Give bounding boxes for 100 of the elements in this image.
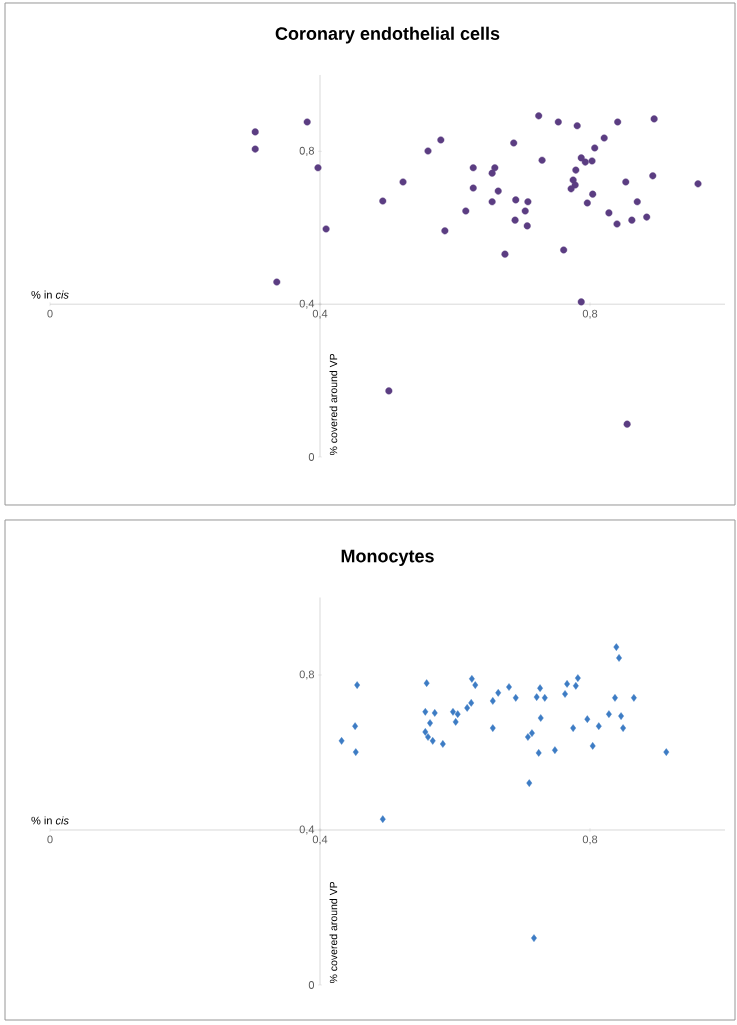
point xyxy=(541,694,548,702)
point xyxy=(472,681,479,689)
point xyxy=(454,710,461,718)
point xyxy=(694,180,702,188)
point xyxy=(649,172,657,180)
point xyxy=(422,728,429,736)
point xyxy=(511,216,519,224)
point xyxy=(251,145,259,153)
point xyxy=(452,718,459,726)
chart-title: Coronary endothelial cells xyxy=(275,26,500,44)
point xyxy=(468,675,475,683)
point xyxy=(425,733,431,741)
chart-title: Monocytes xyxy=(341,549,434,566)
point xyxy=(531,934,537,942)
point xyxy=(251,128,259,136)
point xyxy=(526,779,533,787)
y-tick-label: 0,4 xyxy=(299,299,315,309)
point xyxy=(633,198,641,206)
point xyxy=(628,216,636,224)
y-tick-label: 0,8 xyxy=(299,146,315,156)
point xyxy=(379,815,386,823)
y-tick-label: 0,4 xyxy=(299,825,315,835)
point xyxy=(439,740,446,748)
point xyxy=(537,714,544,722)
point xyxy=(533,693,540,701)
point xyxy=(488,198,496,206)
point xyxy=(595,722,602,730)
point xyxy=(352,722,358,730)
y-tick-label: 0,8 xyxy=(299,670,315,680)
point xyxy=(529,729,535,737)
x-axis-title: % in cis xyxy=(31,290,69,299)
point xyxy=(437,136,445,144)
y-tick-label: 0 xyxy=(308,453,315,461)
point xyxy=(554,118,562,126)
point xyxy=(572,166,580,174)
point xyxy=(431,709,438,717)
point xyxy=(623,420,631,428)
x-tick-label: 0 xyxy=(47,309,53,318)
point xyxy=(427,719,433,727)
point xyxy=(352,748,359,756)
point xyxy=(424,147,432,155)
point xyxy=(600,134,608,142)
point xyxy=(614,118,622,126)
point xyxy=(613,220,621,228)
point xyxy=(560,246,568,254)
y-axis-title: % covered around VP xyxy=(329,353,338,456)
point xyxy=(643,213,651,221)
point xyxy=(535,112,543,120)
point xyxy=(491,164,499,172)
point xyxy=(469,164,477,172)
point xyxy=(506,683,512,691)
y-axis-title: % covered around VP xyxy=(329,881,338,984)
point xyxy=(469,184,477,192)
point xyxy=(322,225,330,233)
point xyxy=(564,680,570,688)
point xyxy=(570,724,577,732)
point xyxy=(501,250,509,258)
point xyxy=(399,178,407,186)
point xyxy=(574,674,581,682)
point xyxy=(618,712,624,720)
point xyxy=(423,679,430,687)
point xyxy=(495,689,502,697)
point xyxy=(385,387,393,395)
x-tick-label: 0,8 xyxy=(582,835,598,845)
point xyxy=(538,156,546,164)
point xyxy=(612,694,618,702)
point xyxy=(588,157,596,165)
point xyxy=(552,746,558,754)
point xyxy=(537,684,543,692)
point xyxy=(338,737,345,745)
point xyxy=(462,207,470,215)
point xyxy=(663,748,670,756)
point xyxy=(489,697,496,705)
point xyxy=(584,715,591,723)
point xyxy=(630,694,637,702)
point xyxy=(589,190,597,198)
point xyxy=(523,222,531,230)
point xyxy=(489,724,496,732)
point xyxy=(450,708,456,716)
point xyxy=(422,708,429,716)
point xyxy=(521,207,529,215)
point xyxy=(303,118,311,126)
y-tick-label: 0 xyxy=(308,981,315,989)
point xyxy=(379,197,387,205)
point xyxy=(577,298,585,306)
point xyxy=(589,742,596,750)
point xyxy=(616,654,622,662)
point xyxy=(510,139,518,147)
point xyxy=(429,737,436,745)
point xyxy=(512,196,520,204)
point xyxy=(581,158,589,166)
point xyxy=(468,699,475,707)
point xyxy=(606,710,612,718)
point xyxy=(605,209,613,217)
point xyxy=(573,122,581,130)
point xyxy=(314,164,322,172)
point xyxy=(441,227,449,235)
point xyxy=(512,694,519,702)
point xyxy=(273,278,281,286)
point xyxy=(572,682,579,690)
